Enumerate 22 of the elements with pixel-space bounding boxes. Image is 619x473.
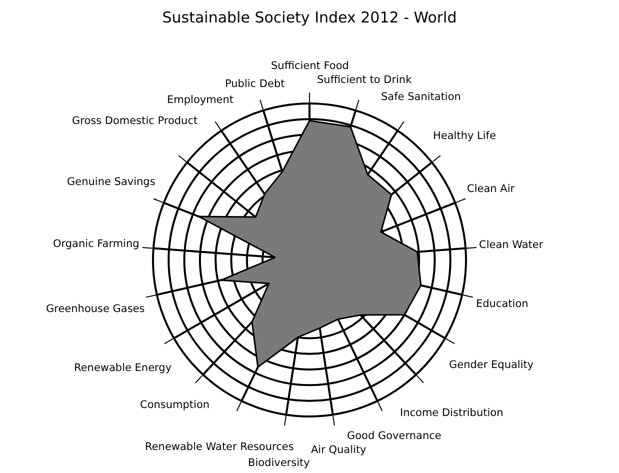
spoke-label: Renewable Water Resources [145,441,294,453]
chart-title: Sustainable Society Index 2012 - World [162,8,457,26]
spoke-label: Biodiversity [248,457,310,469]
spoke-label: Gross Domestic Product [72,115,198,127]
spoke-label: Employment [167,94,234,106]
spoke-label: Air Quality [311,444,366,456]
spoke-label: Greenhouse Gases [46,303,145,315]
spoke-label: Safe Sanitation [381,91,461,103]
spoke-label: Clean Air [467,183,516,195]
spoke-label: Sufficient to Drink [317,74,413,86]
spoke-label: Sufficient Food [271,60,349,72]
spoke-label: Organic Farming [53,238,140,250]
spoke-label: Public Debt [225,78,285,90]
spoke-label: Good Governance [347,430,442,442]
spoke-label: Renewable Energy [74,362,172,374]
spoke-label: Education [476,298,528,310]
spoke-label: Healthy Life [433,130,496,142]
spoke-label: Clean Water [479,239,544,251]
spoke-label: Genuine Savings [67,176,156,188]
spoke-label: Gender Equality [449,359,534,371]
spoke-label: Consumption [140,399,210,411]
spoke-label: Income Distribution [400,407,504,419]
